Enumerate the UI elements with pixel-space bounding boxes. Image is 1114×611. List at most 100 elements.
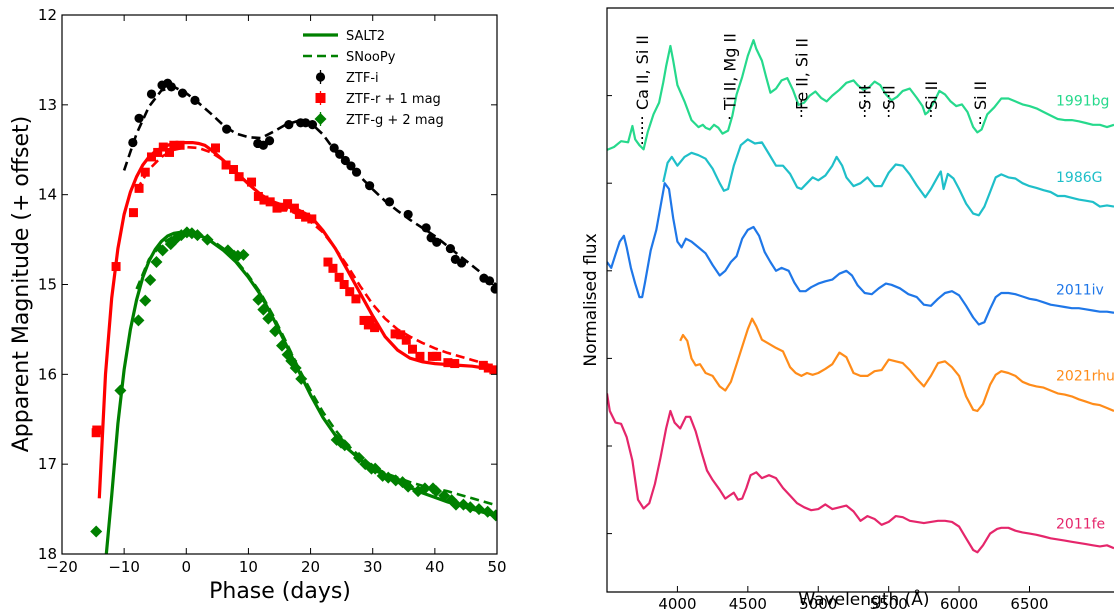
ztf-r-1-mag-point-48 <box>489 365 497 375</box>
ztf-r-1-mag-point-38 <box>396 330 406 340</box>
light-curve-x-axis-label: Phase (days) <box>209 579 351 604</box>
ztf-r-1-mag-point-27 <box>323 257 333 267</box>
feature-label-ti-ii-mg-ii: Ti II, Mg II <box>721 33 740 111</box>
ztf-i-point-32 <box>490 284 497 294</box>
ztf-i-point-7 <box>190 95 200 105</box>
ztf-i-point-31 <box>484 276 495 286</box>
ztf-r-1-mag-point-20 <box>272 203 282 213</box>
legend-ztf-r-1-mag-label: ZTF-r + 1 mag <box>346 92 441 107</box>
spectra-y-axis-label: Normalised flux <box>581 233 601 366</box>
ztf-g-2-mag-point-29 <box>338 439 351 452</box>
light-curve-ticks: −20 −10 0 10 20 30 40 50 12 13 14 15 16 17 18 <box>38 6 507 576</box>
ztf-r-1-mag-point-29 <box>334 272 344 282</box>
y-tick-label: 16 <box>38 365 57 383</box>
ztf-i-point-27 <box>445 243 455 254</box>
ztf-i-point-1 <box>134 113 144 123</box>
legend-ztf-r-1-mag-swatch <box>315 93 326 103</box>
ztf-i-point-20 <box>351 167 362 177</box>
feature-label-si-ii: Si II <box>971 81 990 110</box>
ztf-r-1-mag-point-14 <box>229 165 239 175</box>
ztf-r-1-mag-point-11 <box>175 140 185 150</box>
spectrum-label-1986g: 1986G <box>1056 170 1102 186</box>
ztf-r-1-mag-point-12 <box>210 143 220 153</box>
spectrum-label-1991bg: 1991bg <box>1056 93 1109 109</box>
legend-ztf-g-2-mag-swatch <box>314 113 327 125</box>
ztf-r-1-mag-point-17 <box>253 191 263 201</box>
ztf-i-point-19 <box>346 161 356 171</box>
x-tick-label: 4500 <box>729 595 767 611</box>
spectrum-1986g <box>662 138 1114 217</box>
ztf-r-1-mag-point-46 <box>478 360 488 370</box>
x-tick-label: 40 <box>425 558 444 576</box>
ztf-r-1-mag-point-30 <box>339 280 349 289</box>
feature-label-ca-ii-si-ii: Ca II, Si II <box>633 35 652 110</box>
ztf-r-1-mag-point-22 <box>283 199 293 209</box>
y-tick-label: 12 <box>38 6 57 24</box>
ztf-g-2-mag-point-2 <box>132 314 145 327</box>
spectrum-2011iv <box>607 182 1114 326</box>
ztf-r-1-mag-point-43 <box>432 351 442 361</box>
ztf-g-2-mag-point-17 <box>237 248 250 261</box>
legend-salt2-label: SALT2 <box>346 29 385 44</box>
x-tick-label: 0 <box>182 558 192 576</box>
ztf-r-1-mag-point-45 <box>450 359 460 369</box>
ztf-r-1-mag-point-19 <box>265 197 275 207</box>
ztf-r-1-mag-point-23 <box>289 203 299 213</box>
x-tick-label: −10 <box>108 558 140 576</box>
ztf-g-2-mag-point-4 <box>144 274 157 287</box>
ztf-g-2-mag-point-26 <box>295 372 308 385</box>
ztf-r-1-mag-point-18 <box>259 195 269 205</box>
ztf-r-1-mag-point-10 <box>169 140 179 150</box>
ztf-i-point-22 <box>384 197 395 207</box>
ztf-g-2-mag-point-30 <box>353 451 366 464</box>
ztf-i-point-29 <box>456 258 467 268</box>
ztf-r-1-mag-point-13 <box>221 160 231 170</box>
x-tick-label: 50 <box>487 558 506 576</box>
feature-label-s-ii: S II <box>880 85 899 110</box>
x-tick-label: 30 <box>363 558 382 576</box>
feature-label-si-ii: Si II <box>922 81 941 110</box>
ztf-g-2-mag-point-1 <box>114 384 127 397</box>
ztf-r-1-mag-point-1 <box>92 425 102 435</box>
legend-ztf-g-2-mag-label: ZTF-g + 2 mag <box>346 113 444 128</box>
ztf-r-1-mag-point-8 <box>158 142 168 152</box>
ztf-g-2-mag-point-18 <box>252 293 265 306</box>
ztf-g-2-mag-point-5 <box>150 256 163 269</box>
light-curve-y-axis-label: Apparent Magnitude (+ offset) <box>9 116 34 453</box>
ztf-i-point-0 <box>128 137 138 148</box>
light-curve-legend: SALT2 SNooPy ZTF-i ZTF-r + 1 mag ZTF-g + 2 m… <box>303 29 444 128</box>
spectra-panel: Ca II, Si II Ti II, Mg II Fe II, Si II S II… <box>581 7 1114 611</box>
spectrum-label-2011fe: 2011fe <box>1056 516 1105 532</box>
ztf-g-2-mag-point-19 <box>257 303 270 316</box>
x-tick-label: 4000 <box>658 595 696 611</box>
ztf-r-1-mag-point-7 <box>153 147 163 157</box>
spectrum-label-2011iv: 2011iv <box>1056 283 1104 299</box>
ztf-g-2-mag-point-47 <box>464 501 477 514</box>
ztf-r-1-mag-point-47 <box>483 363 493 373</box>
ztf-g-2-mag-point-21 <box>269 325 282 338</box>
spectra-labels: 1991bg 1986G 2011iv 2021rhu 2011fe <box>1056 93 1114 532</box>
ztf-r-1-mag-point-24 <box>294 209 304 219</box>
ztf-r-1-mag-point-21 <box>278 202 288 212</box>
snoopy-line-curve-4 <box>135 145 497 369</box>
ztf-r-1-mag-point-9 <box>165 147 175 157</box>
x-tick-label: 6000 <box>940 595 978 611</box>
spectral-feature-markers: Ca II, Si II Ti II, Mg II Fe II, Si II S II… <box>633 33 990 144</box>
ztf-r-1-mag-point-40 <box>407 344 417 354</box>
salt2-line-curve-6 <box>104 230 497 554</box>
ztf-g-2-mag-point-6 <box>156 244 169 257</box>
x-tick-label: 10 <box>239 558 258 576</box>
ztf-r-1-mag-point-26 <box>307 214 317 224</box>
ztf-i-point-21 <box>365 181 375 191</box>
x-tick-label: 5000 <box>799 595 837 611</box>
spectrum-label-2021rhu: 2021rhu <box>1056 369 1114 385</box>
ztf-g-2-mag-point-12 <box>191 229 204 242</box>
ztf-g-2-mag-point-0 <box>90 525 103 538</box>
ztf-g-2-mag-point-50 <box>489 509 497 522</box>
ztf-i-point-24 <box>421 223 431 233</box>
ztf-r-1-mag-point-41 <box>415 351 425 361</box>
spectrum-2021rhu <box>679 317 1114 413</box>
spectrum-2011fe <box>607 393 1114 554</box>
ztf-i-point-5 <box>166 82 176 92</box>
ztf-r-1-mag-point-3 <box>128 208 138 218</box>
